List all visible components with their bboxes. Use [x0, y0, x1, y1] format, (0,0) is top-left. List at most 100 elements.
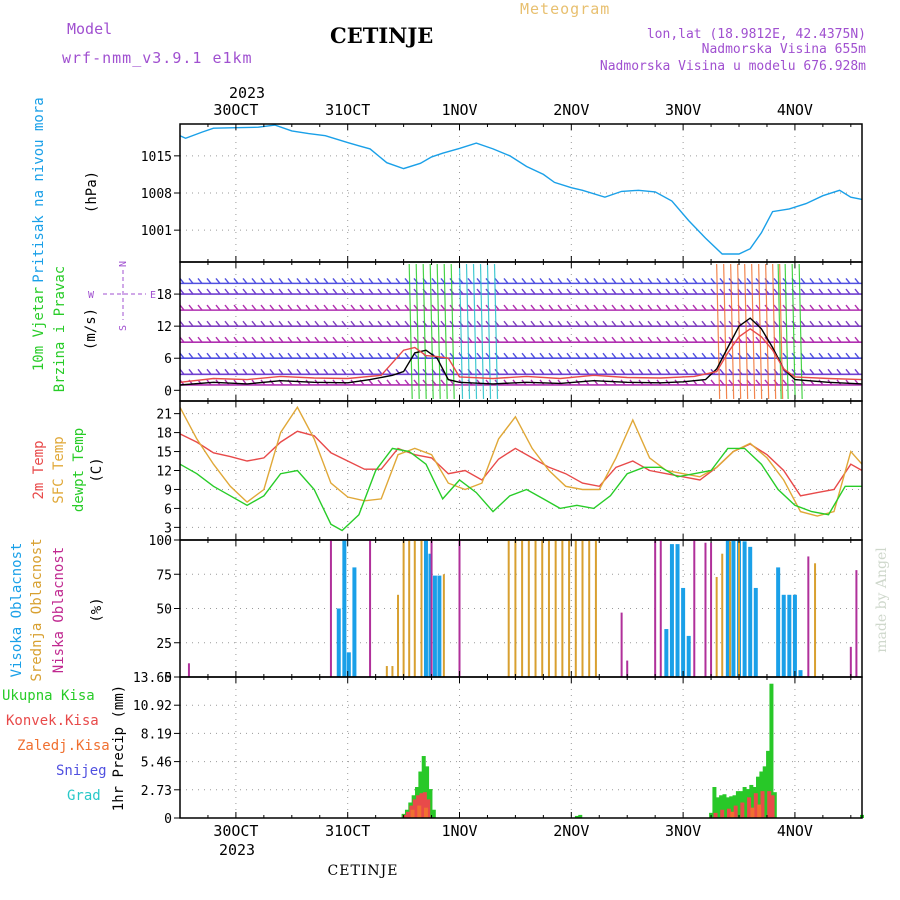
wind-barb	[377, 320, 383, 327]
pressure-unit: (hPa)	[84, 171, 100, 213]
precipitation-ytick-label: 2.73	[141, 784, 172, 799]
precipitation-bar	[726, 808, 731, 818]
cloud-cover-bar	[385, 666, 388, 677]
wind-barb	[575, 352, 581, 359]
wind-barb	[332, 304, 338, 311]
wind-barb	[647, 352, 653, 359]
wind-barb	[215, 277, 221, 284]
precipitation-bar	[574, 815, 579, 818]
wind-barb	[827, 352, 833, 359]
wind-barb	[206, 352, 212, 359]
cloud-cover-bar	[574, 540, 577, 677]
top-day-label: 30OCT	[213, 101, 258, 119]
wind-storm-barb	[443, 263, 448, 400]
wind-barb	[431, 336, 437, 343]
precip-unit: 1hr Precip (mm)	[111, 685, 127, 811]
wind-barb	[584, 352, 590, 359]
wind-barb	[431, 288, 437, 295]
precip-conv-label: Konvek.Kisa	[6, 713, 99, 729]
wind-barb	[215, 304, 221, 311]
wind-barb	[602, 277, 608, 284]
wind-storm-barb	[737, 263, 742, 400]
cloud-cover-bar	[669, 544, 674, 677]
precipitation-bar	[421, 756, 426, 818]
wind-barb	[521, 368, 527, 375]
wind-barb	[215, 352, 221, 359]
wind-barb	[845, 379, 851, 386]
wind-barb	[512, 352, 518, 359]
wind-barb	[260, 368, 266, 375]
wind-barb	[512, 304, 518, 311]
wind-barb	[224, 352, 230, 359]
wind-barb	[512, 320, 518, 327]
wind-barb	[188, 336, 194, 343]
wind-ylabel-1: 10m Vjetar	[31, 287, 47, 371]
wind-barb	[755, 352, 761, 359]
wind-barb	[683, 368, 689, 375]
wind-barb	[269, 304, 275, 311]
wind-barb	[386, 288, 392, 295]
wind-barb	[224, 288, 230, 295]
cloud-cover-bar	[798, 670, 803, 677]
panels: 1001100810150612183691215182102550751000…	[133, 123, 864, 827]
cloud-cover-bar	[521, 540, 524, 677]
wind-barb	[557, 304, 563, 311]
wind-barb	[404, 320, 410, 327]
top-day-label: 2NOV	[553, 101, 589, 119]
wind-barb	[818, 320, 824, 327]
cloud-mid-label: Srednja Oblacnost	[29, 538, 45, 681]
wind-barb	[287, 336, 293, 343]
wind-barb	[710, 304, 716, 311]
cloud-cover-bar	[620, 612, 623, 677]
wind-barb	[611, 277, 617, 284]
wind-barb	[773, 320, 779, 327]
wind-barb	[548, 288, 554, 295]
wind-barb	[827, 304, 833, 311]
cloud-cover-bar	[408, 540, 411, 677]
wind-barb	[656, 277, 662, 284]
cloud-cover-bar	[432, 575, 437, 677]
wind-barb	[638, 368, 644, 375]
wind-barb	[323, 288, 329, 295]
wind-barb	[827, 277, 833, 284]
wind-barb	[746, 277, 752, 284]
cloud-cover-bar	[855, 570, 858, 677]
wind-barb	[611, 379, 617, 386]
wind-barb	[593, 304, 599, 311]
wind-barb	[521, 288, 527, 295]
wind-barb	[296, 320, 302, 327]
wind-barb	[386, 304, 392, 311]
wind-barb	[260, 320, 266, 327]
wind-barb	[665, 277, 671, 284]
wind-barb	[350, 336, 356, 343]
wind-storm-barb	[422, 263, 427, 400]
precipitation-ytick-label: 0	[164, 812, 172, 827]
wind-barb	[377, 368, 383, 375]
wind-barb	[395, 304, 401, 311]
precipitation-bar	[749, 784, 754, 818]
wind-barb	[728, 304, 734, 311]
wind-barb	[233, 277, 239, 284]
wind-barb	[341, 352, 347, 359]
precip-total-label: Ukupna Kisa	[2, 688, 95, 704]
wind-barb	[566, 304, 572, 311]
wind-barb	[746, 336, 752, 343]
wind-barb	[350, 288, 356, 295]
wind-barb	[287, 352, 293, 359]
wind-barb	[782, 368, 788, 375]
wind-barb	[683, 379, 689, 386]
wind-barb	[692, 320, 698, 327]
wind-barb	[467, 320, 473, 327]
footer-station: CETINJE	[328, 863, 399, 879]
wind-barb	[557, 288, 563, 295]
wind-barb	[845, 288, 851, 295]
wind-barb	[557, 379, 563, 386]
wind-barb	[413, 368, 419, 375]
cloud-cover-bar	[413, 540, 416, 677]
sea-level-pressure-ytick-label: 1008	[141, 187, 172, 202]
wind-barb	[251, 320, 257, 327]
precipitation-bar	[762, 766, 767, 818]
wind-barb	[521, 336, 527, 343]
wind-barb	[719, 288, 725, 295]
wind-barb	[773, 277, 779, 284]
